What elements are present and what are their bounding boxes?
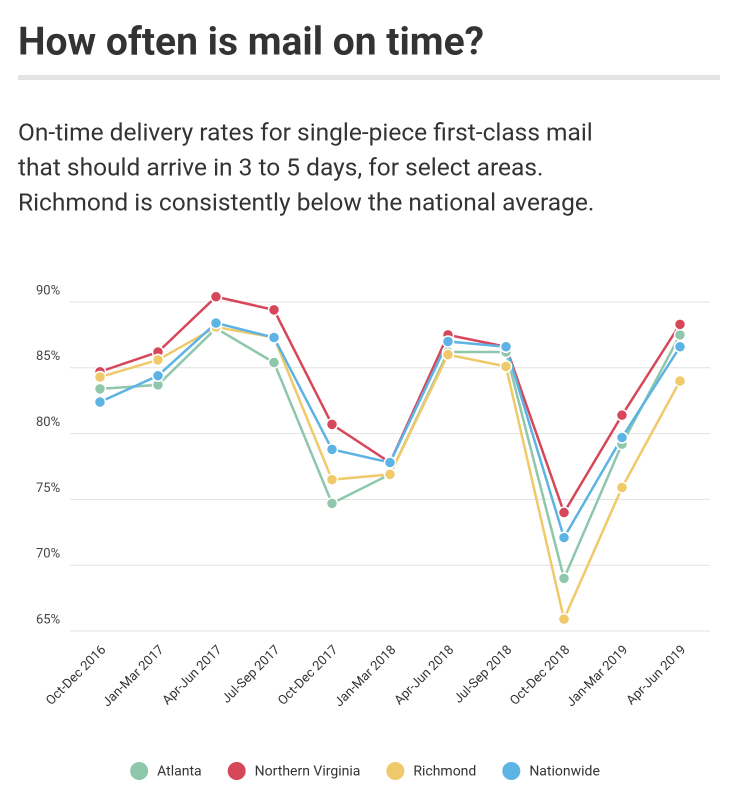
data-point [93, 370, 107, 384]
data-point [383, 456, 397, 469]
x-tick-label: Apr-Jun 2019 [624, 643, 690, 709]
data-point [267, 356, 281, 369]
data-point [557, 612, 571, 626]
data-point [441, 335, 455, 348]
data-point [267, 303, 281, 317]
data-point [499, 360, 513, 373]
y-tick-label: 75% [36, 481, 60, 496]
x-tick-label: Jan-Mar 2017 [100, 643, 167, 710]
data-point [325, 418, 339, 431]
data-point [557, 572, 571, 585]
legend-swatch [386, 762, 405, 780]
data-point [209, 316, 223, 330]
x-tick-label: Apr-Jun 2018 [392, 643, 458, 709]
data-point [151, 369, 165, 382]
legend-label: Northern Virginia [255, 764, 361, 780]
data-point [383, 468, 397, 481]
data-point [151, 353, 165, 367]
y-tick-label: 85% [36, 349, 60, 364]
legend-swatch [130, 762, 149, 780]
subtitle: Richmond is consistently below the natio… [18, 187, 594, 216]
subtitle: that should arrive in 3 to 5 days, for s… [18, 152, 543, 181]
data-point [557, 506, 571, 519]
legend-label: Richmond [413, 764, 476, 780]
data-point [615, 481, 629, 494]
data-point [557, 531, 571, 544]
x-tick-label: Jul-Sep 2017 [219, 643, 283, 707]
data-point [673, 318, 687, 331]
title-rule [18, 75, 720, 80]
data-point [441, 348, 455, 361]
data-point [267, 331, 281, 344]
y-tick-label: 80% [36, 415, 60, 430]
legend: Atlanta Northern Virginia Richmond Nationwi… [130, 762, 600, 780]
x-tick-label: Jul-Sep 2018 [451, 643, 515, 707]
legend-label: Nationwide [529, 764, 600, 780]
data-point [673, 328, 687, 342]
data-point [325, 497, 339, 510]
series-line [99, 326, 682, 583]
y-tick-label: 90% [36, 283, 60, 298]
x-tick-label: Jan-Mar 2018 [332, 643, 399, 710]
data-point [325, 443, 339, 456]
y-tick-label: 65% [36, 612, 60, 627]
data-point [673, 340, 687, 353]
data-point [673, 374, 687, 388]
x-tick-label: Apr-Jun 2017 [160, 643, 226, 709]
legend-swatch [502, 762, 521, 780]
data-point [93, 382, 107, 396]
legend-swatch [227, 762, 246, 780]
data-point [209, 290, 223, 303]
legend-label: Atlanta [157, 764, 202, 780]
chart-title: How often is mail on time? [18, 18, 484, 64]
data-point [499, 340, 513, 353]
x-tick-label: Jan-Mar 2019 [564, 643, 631, 710]
data-point [325, 473, 339, 486]
subtitle: On-time delivery rates for single-piece … [18, 117, 593, 146]
y-tick-label: 70% [36, 547, 60, 562]
data-point [615, 408, 629, 422]
data-point [93, 395, 107, 409]
data-point [615, 431, 629, 444]
